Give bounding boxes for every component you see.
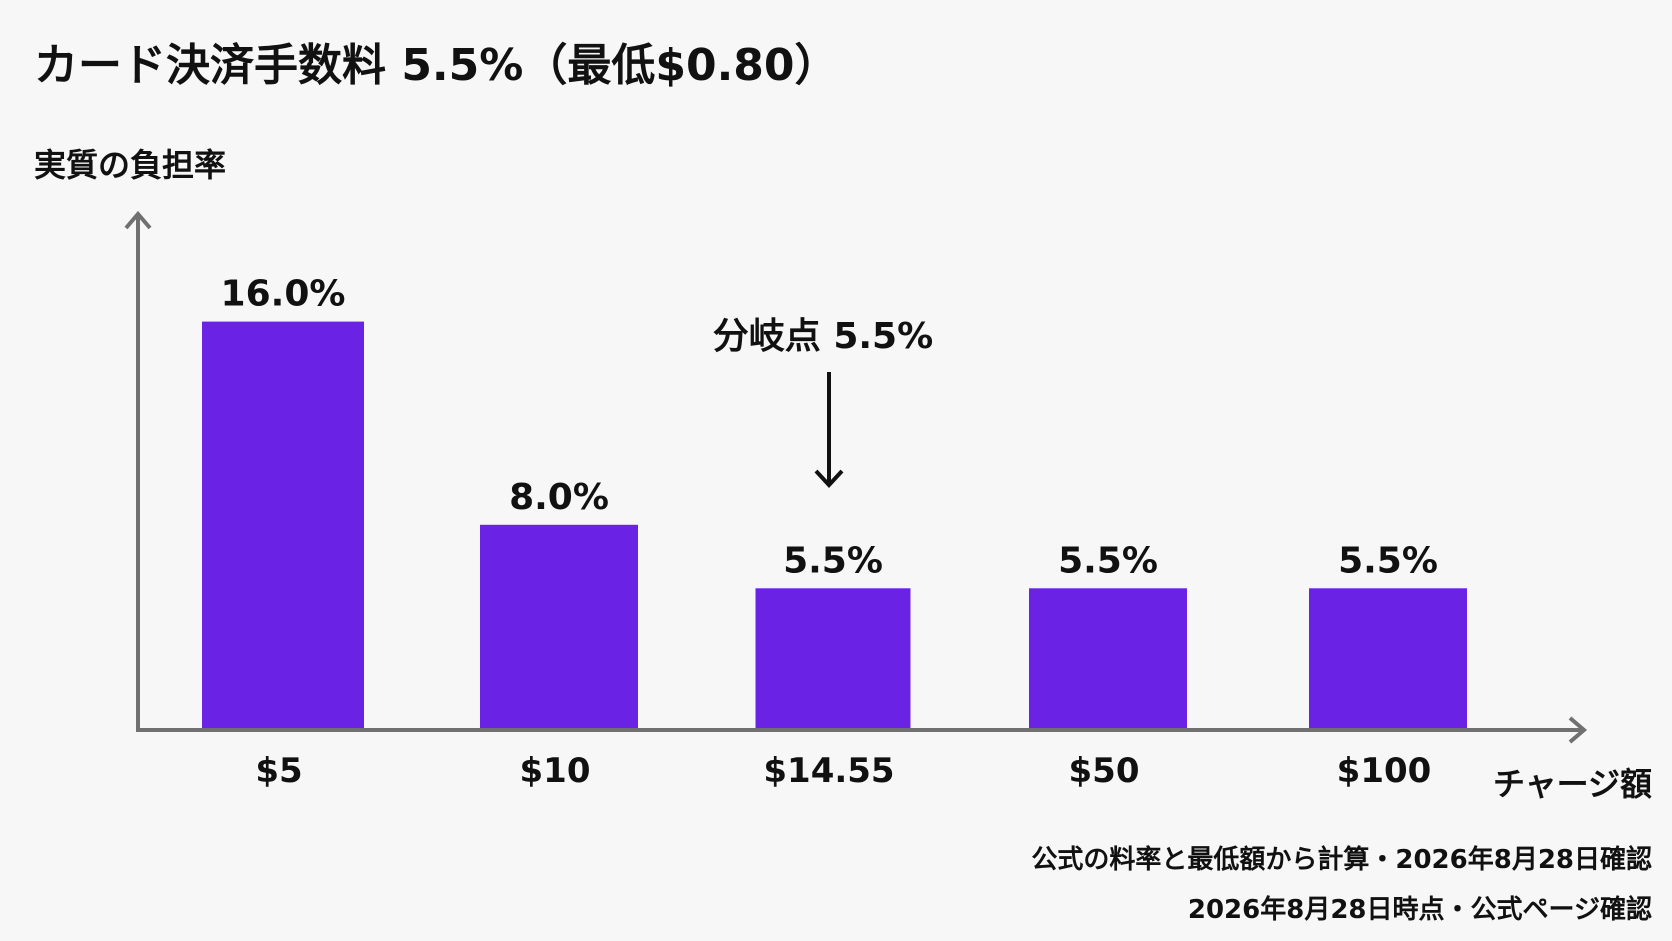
bar-1 [202, 321, 364, 728]
value-label-4: 5.5% [1058, 540, 1158, 581]
breakpoint-arrow-head [814, 469, 844, 488]
x-tick-label-5: $100 [1337, 751, 1432, 791]
breakpoint-annotation: 分岐点 5.5% [713, 316, 933, 357]
x-axis-arrowhead [1568, 716, 1588, 744]
bar-3 [755, 588, 911, 728]
bar-4 [1029, 588, 1187, 728]
x-tick-label-2: $10 [520, 751, 591, 791]
value-label-3: 5.5% [783, 540, 883, 581]
x-tick-label-3: $14.55 [763, 751, 894, 791]
note-calculation: 公式の料率と最低額から計算・2026年8月28日確認 [1031, 844, 1652, 875]
x-tick-label-4: $50 [1069, 751, 1140, 791]
y-axis-arrowhead [124, 210, 152, 230]
value-label-1: 16.0% [221, 274, 346, 315]
value-labels-group: 16.0% 8.0% 5.5% 5.5% 5.5% [221, 274, 1438, 582]
bar-5 [1309, 588, 1467, 728]
note-confirmation: 2026年8月28日時点・公式ページ確認 [1188, 894, 1652, 925]
chart-title: カード決済手数料 5.5%（最低$0.80） [34, 40, 839, 91]
y-axis-label: 実質の負担率 [34, 146, 226, 184]
value-label-2: 8.0% [509, 477, 609, 518]
bar-2 [480, 524, 638, 728]
x-axis-label: チャージ額 [1493, 765, 1652, 803]
bars-group [202, 321, 1467, 728]
value-label-5: 5.5% [1338, 540, 1438, 581]
x-tick-labels-group: $5 $10 $14.55 $50 $100 [255, 751, 1431, 791]
x-tick-label-1: $5 [255, 751, 302, 791]
